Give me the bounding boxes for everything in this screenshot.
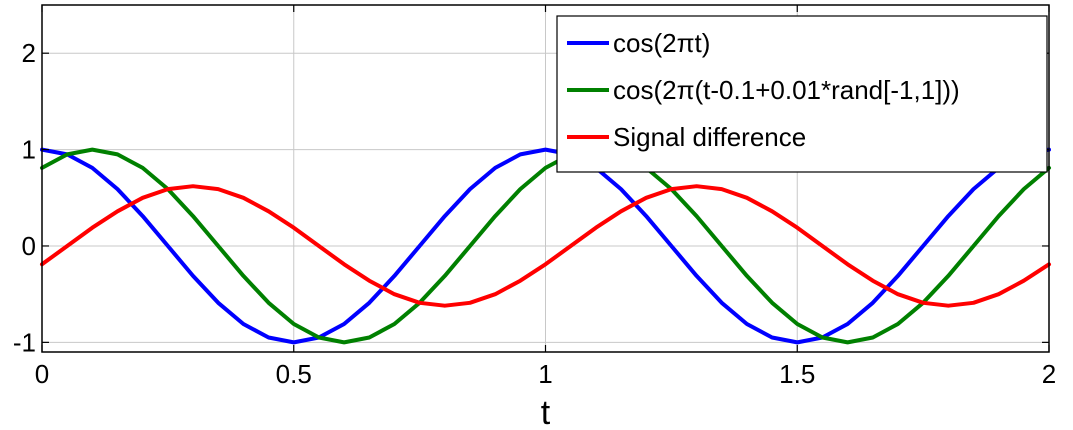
x-tick-label: 2 xyxy=(1042,359,1056,389)
y-tick-label: 1 xyxy=(22,135,36,165)
series-line-0 xyxy=(40,147,1051,345)
series-lines xyxy=(40,147,1051,345)
x-tick-label: 1.5 xyxy=(779,359,815,389)
legend: cos(2πt) cos(2π(t-0.1+0.01*rand[-1,1])) Si… xyxy=(556,15,1048,173)
x-tick-label: 0 xyxy=(35,359,49,389)
y-tick-label: 2 xyxy=(22,38,36,68)
y-tick-label: -1 xyxy=(13,327,36,357)
x-tick-label: 1 xyxy=(538,359,552,389)
legend-box xyxy=(556,15,1048,173)
y-ticks: -1 0 1 2 xyxy=(13,38,1049,357)
legend-label-2: Signal difference xyxy=(613,122,806,152)
x-ticks: 0 0.5 1 1.5 2 xyxy=(35,5,1056,389)
y-tick-label: 0 xyxy=(22,231,36,261)
x-axis-label: t xyxy=(541,394,551,430)
series-line-2 xyxy=(40,184,1051,308)
legend-label-0: cos(2πt) xyxy=(613,28,710,58)
legend-label-1: cos(2π(t-0.1+0.01*rand[-1,1])) xyxy=(613,75,960,105)
x-tick-label: 0.5 xyxy=(276,359,312,389)
series-line-1 xyxy=(40,147,1051,345)
legend-items: cos(2πt) cos(2π(t-0.1+0.01*rand[-1,1])) Si… xyxy=(567,28,960,152)
